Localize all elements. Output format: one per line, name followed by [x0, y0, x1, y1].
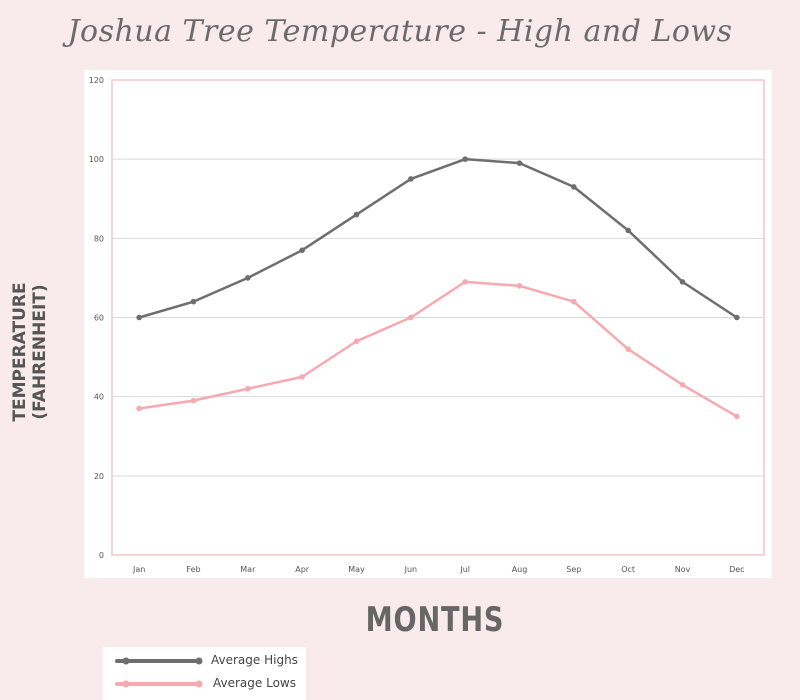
line-chart: 0 20 40 60 80 100 120 Jan Feb Mar Apr May Jun Jul Aug…: [89, 76, 765, 574]
legend-label-highs: Average Highs: [211, 653, 298, 667]
x-tick-label: Jan: [132, 565, 145, 574]
y-tick-label: 80: [94, 234, 104, 243]
x-tick-label: Mar: [240, 565, 256, 574]
legend-marker-lows: [122, 680, 130, 688]
legend-swatch-lows: [115, 680, 203, 688]
data-point: [190, 397, 197, 404]
legend-item-highs: Average Highs: [103, 651, 306, 671]
data-point: [462, 279, 468, 285]
y-tick-label: 0: [99, 551, 104, 560]
data-point: [679, 381, 686, 388]
data-point: [734, 314, 740, 321]
data-point: [408, 176, 414, 182]
gridlines: [112, 158, 764, 477]
data-point: [299, 374, 305, 380]
legend-swatch-highs: [115, 657, 203, 665]
data-point: [190, 298, 197, 305]
data-point: [625, 346, 631, 352]
data-point: [136, 314, 142, 321]
y-tick-labels: 0 20 40 60 80 100 120: [89, 76, 104, 560]
x-tick-label: Aug: [512, 565, 528, 574]
y-tick-label: 100: [89, 155, 104, 164]
data-point: [516, 160, 523, 166]
data-point: [353, 338, 360, 345]
x-tick-label: Feb: [186, 565, 200, 574]
legend-marker-lows: [195, 680, 203, 688]
series-lines: [136, 156, 740, 420]
y-tick-label: 120: [89, 76, 104, 85]
x-tick-label: Jun: [404, 565, 418, 574]
series-highs: [136, 156, 740, 321]
y-axis-label-line2: (FAHRENHEIT): [30, 284, 50, 420]
data-point: [299, 247, 305, 254]
x-axis-label: MONTHS: [365, 600, 505, 640]
plot-border: [111, 79, 765, 556]
series-lows: [136, 279, 740, 420]
series-line: [138, 280, 738, 418]
x-tick-label: May: [348, 565, 365, 574]
y-tick-label: 60: [94, 314, 104, 323]
chart-title: Joshua Tree Temperature - High and Lows: [67, 14, 733, 49]
data-point: [462, 156, 468, 162]
x-tick-label: Apr: [295, 565, 310, 574]
legend-marker-highs: [122, 657, 130, 665]
x-tick-label: Jul: [459, 565, 470, 574]
y-axis-label-line1: TEMPERATURE: [10, 282, 30, 422]
x-tick-label: Oct: [621, 565, 635, 574]
data-point: [679, 279, 686, 285]
legend-item-lows: Average Lows: [103, 674, 306, 694]
x-tick-label: Nov: [675, 565, 691, 574]
x-tick-labels: Jan Feb Mar Apr May Jun Jul Aug Sep Oct Nov Dec: [132, 565, 745, 574]
data-point: [245, 385, 251, 392]
data-point: [571, 184, 577, 190]
x-tick-label: Sep: [566, 565, 581, 574]
data-point: [353, 211, 360, 218]
data-point: [408, 314, 414, 321]
data-point: [734, 413, 740, 420]
legend: Average Highs Average Lows: [103, 647, 306, 700]
x-tick-label: Dec: [729, 565, 744, 574]
data-point: [625, 227, 631, 234]
y-axis-label: TEMPERATURE (FAHRENHEIT): [10, 282, 50, 421]
y-tick-label: 40: [94, 393, 104, 402]
chart-panel: 0 20 40 60 80 100 120 Jan Feb Mar Apr May Jun Jul Aug…: [84, 70, 772, 578]
series-line: [138, 157, 738, 319]
data-point: [516, 283, 523, 289]
data-point: [245, 275, 251, 281]
data-point: [136, 405, 142, 412]
y-tick-label: 20: [94, 472, 104, 481]
legend-marker-highs: [195, 657, 203, 665]
data-point: [571, 298, 577, 305]
legend-label-lows: Average Lows: [213, 676, 296, 690]
